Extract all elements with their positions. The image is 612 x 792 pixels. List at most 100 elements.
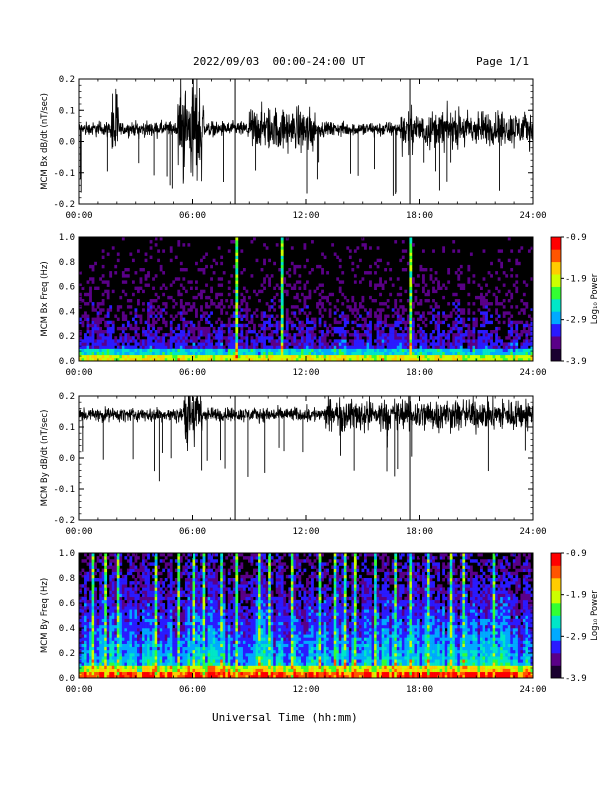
spectrogram-cell — [169, 562, 173, 566]
spectrogram-cell — [126, 621, 130, 626]
spectrogram-cell — [220, 283, 224, 287]
spectrogram-cell — [270, 345, 274, 349]
spectrogram-cell — [119, 599, 123, 604]
spectrogram-cell — [235, 289, 239, 294]
spectrogram-cell — [195, 565, 198, 569]
spectrogram-cell — [353, 348, 357, 352]
spectrogram-cell — [189, 565, 193, 569]
spectrogram-cell — [86, 599, 90, 604]
spectrogram-cell — [336, 339, 340, 343]
spectrogram-cell — [154, 354, 158, 359]
spectrogram-cell — [280, 311, 284, 315]
spectrogram-cell — [154, 621, 158, 626]
spectrogram-cell — [79, 621, 82, 626]
spectrogram-cell — [192, 634, 196, 638]
spectrogram-cell — [242, 323, 246, 328]
spectrogram-cell — [101, 621, 105, 626]
spectrogram-cell — [152, 311, 155, 315]
spectrogram-cell — [495, 271, 498, 275]
spectrogram-cell — [311, 317, 314, 321]
spectrogram-cell — [429, 357, 433, 362]
spectrogram-cell — [308, 330, 312, 334]
spectrogram-cell — [104, 587, 108, 591]
spectrogram-cell — [177, 646, 181, 651]
spectrogram-cell — [336, 308, 340, 312]
spectrogram-cell — [237, 323, 241, 328]
spectrogram-cell — [321, 351, 324, 356]
spectrogram-cell — [341, 336, 345, 340]
spectrogram-cell — [142, 621, 145, 626]
spectrogram-cell — [124, 603, 128, 607]
spectrogram-cell — [147, 326, 150, 331]
spectrogram-cell — [217, 354, 221, 359]
spectrogram-cell — [195, 581, 198, 585]
spectrogram-cell — [333, 357, 337, 362]
spectrogram-cell — [280, 326, 284, 331]
spectrogram-cell — [472, 326, 476, 331]
spectrogram-cell — [515, 305, 519, 309]
spectrogram-cell — [480, 357, 483, 362]
spectrogram-cell — [182, 326, 186, 331]
spectrogram-cell — [369, 308, 372, 312]
spectrogram-cell — [154, 571, 158, 576]
spectrogram-cell — [260, 314, 264, 318]
spectrogram-cell — [79, 305, 82, 309]
spectrogram-cell — [338, 264, 342, 269]
spectrogram-cell — [530, 342, 534, 346]
spectrogram-cell — [184, 674, 188, 679]
spectrogram-cell — [99, 574, 102, 579]
spectrogram-cell — [152, 348, 155, 352]
spectrogram-cell — [280, 283, 284, 287]
spectrogram-cell — [182, 357, 186, 362]
spectrogram-cell — [99, 649, 102, 654]
spectrogram-cell — [278, 339, 282, 343]
spectrogram-cell — [187, 330, 191, 334]
spectrogram-cell — [91, 568, 95, 573]
spectrogram-cell — [232, 311, 236, 315]
spectrogram-cell — [235, 249, 239, 253]
spectrogram-cell — [84, 292, 87, 297]
spectrogram-cell — [101, 317, 105, 321]
spectrogram-cell — [164, 593, 168, 598]
spectrogram-cell — [207, 326, 211, 331]
spectrogram-cell — [96, 345, 100, 349]
spectrogram-cell — [182, 333, 186, 337]
spectrogram-cell — [341, 292, 345, 297]
spectrogram-cell — [308, 289, 312, 294]
spectrogram-cell — [432, 286, 435, 290]
spectrogram-cell — [159, 596, 163, 601]
spectrogram-cell — [79, 624, 82, 629]
spectrogram-cell — [326, 271, 329, 275]
spectrogram-cell — [202, 348, 206, 352]
spectrogram-cell — [192, 653, 196, 657]
spectrogram-cell — [184, 662, 188, 666]
spectrogram-cell — [210, 311, 213, 315]
spectrogram-cell — [258, 336, 261, 340]
spectrogram-cell — [134, 637, 138, 641]
spectrogram-cell — [154, 596, 158, 601]
spectrogram-cell — [409, 280, 413, 284]
y-tick-label: 0.0 — [59, 138, 75, 148]
spectrogram-cell — [134, 649, 138, 654]
spectrogram-cell — [101, 634, 105, 638]
spectrogram-cell — [510, 274, 514, 278]
spectrogram-cell — [129, 637, 133, 641]
spectrogram-cell — [182, 674, 186, 679]
spectrogram-cell — [129, 562, 133, 566]
spectrogram-cell — [147, 314, 150, 318]
spectrogram-cell — [263, 286, 266, 290]
spectrogram-cell — [91, 668, 95, 673]
spectrogram-cell — [96, 314, 100, 318]
spectrogram-cell — [290, 326, 294, 331]
spectrogram-cell — [364, 320, 367, 325]
spectrogram-cell — [162, 553, 166, 557]
spectrogram-cell — [84, 351, 87, 356]
spectrogram-cell — [179, 351, 183, 356]
spectrogram-cell — [464, 339, 468, 343]
spectrogram-cell — [184, 342, 188, 346]
y-axis-title: MCM By dB/dt (nT/sec) — [40, 410, 50, 507]
spectrogram-cell — [200, 351, 203, 356]
spectrogram-cell — [114, 659, 118, 663]
spectrogram-cell — [200, 631, 203, 635]
spectrogram-cell — [260, 311, 264, 315]
